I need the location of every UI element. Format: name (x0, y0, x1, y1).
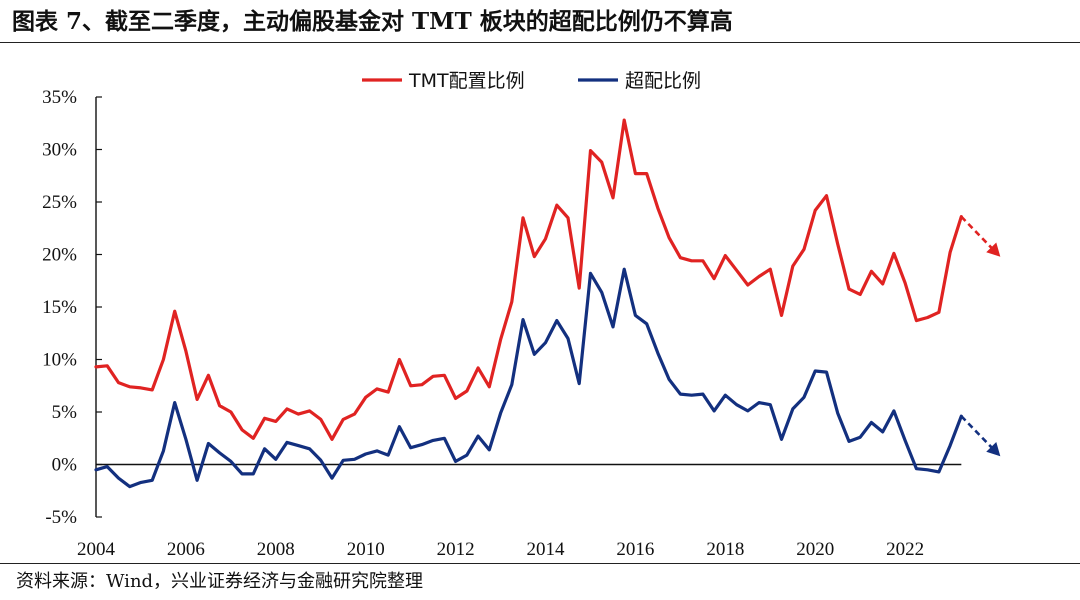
legend-label-1: 超配比例 (625, 70, 701, 92)
y-tick-label: 5% (52, 402, 78, 423)
y-tick-label: 20% (42, 245, 77, 266)
title-rule (0, 42, 1080, 43)
y-tick-label: 25% (42, 192, 77, 213)
x-tick-label: 2010 (347, 539, 385, 560)
y-tick-label: 35% (42, 87, 77, 108)
legend: TMT配置比例 超配比例 (362, 70, 701, 92)
x-tick-label: 2004 (77, 539, 116, 560)
x-tick-label: 2016 (616, 539, 654, 560)
forecast-arrow-shaft-0 (960, 215, 995, 251)
x-tick-label: 2006 (167, 539, 205, 560)
forecast-arrow-head-0 (986, 242, 1001, 257)
x-tick-label: 2022 (886, 539, 924, 560)
source-note: 资料来源：Wind，兴业证券经济与金融研究院整理 (16, 571, 424, 592)
chart-title: 图表 7、截至二季度，主动偏股基金对 TMT 板块的超配比例仍不算高 (12, 8, 733, 35)
series-line-0 (94, 118, 963, 441)
y-tick-label: 15% (42, 297, 77, 318)
x-tick-label: 2014 (527, 539, 566, 560)
y-tick-label: 10% (42, 350, 77, 371)
forecast-arrow-head-1 (986, 442, 1001, 457)
y-tick-label: -5% (45, 507, 77, 528)
y-tick-label: 0% (52, 455, 78, 476)
x-tick-label: 2018 (706, 539, 744, 560)
y-tick-label: 30% (42, 140, 77, 161)
source-rule (0, 563, 1080, 564)
series-line-1 (94, 267, 963, 489)
x-tick-label: 2008 (257, 539, 295, 560)
series-lines (94, 118, 1001, 489)
legend-label-0: TMT配置比例 (408, 70, 525, 92)
forecast-arrow-shaft-1 (960, 415, 995, 451)
x-tick-label: 2012 (437, 539, 475, 560)
axes: -5% 0% 5% 10% 15% 20% 25% 30% 35% 2004 2006 2008 201… (42, 87, 962, 560)
x-tick-label: 2020 (796, 539, 834, 560)
